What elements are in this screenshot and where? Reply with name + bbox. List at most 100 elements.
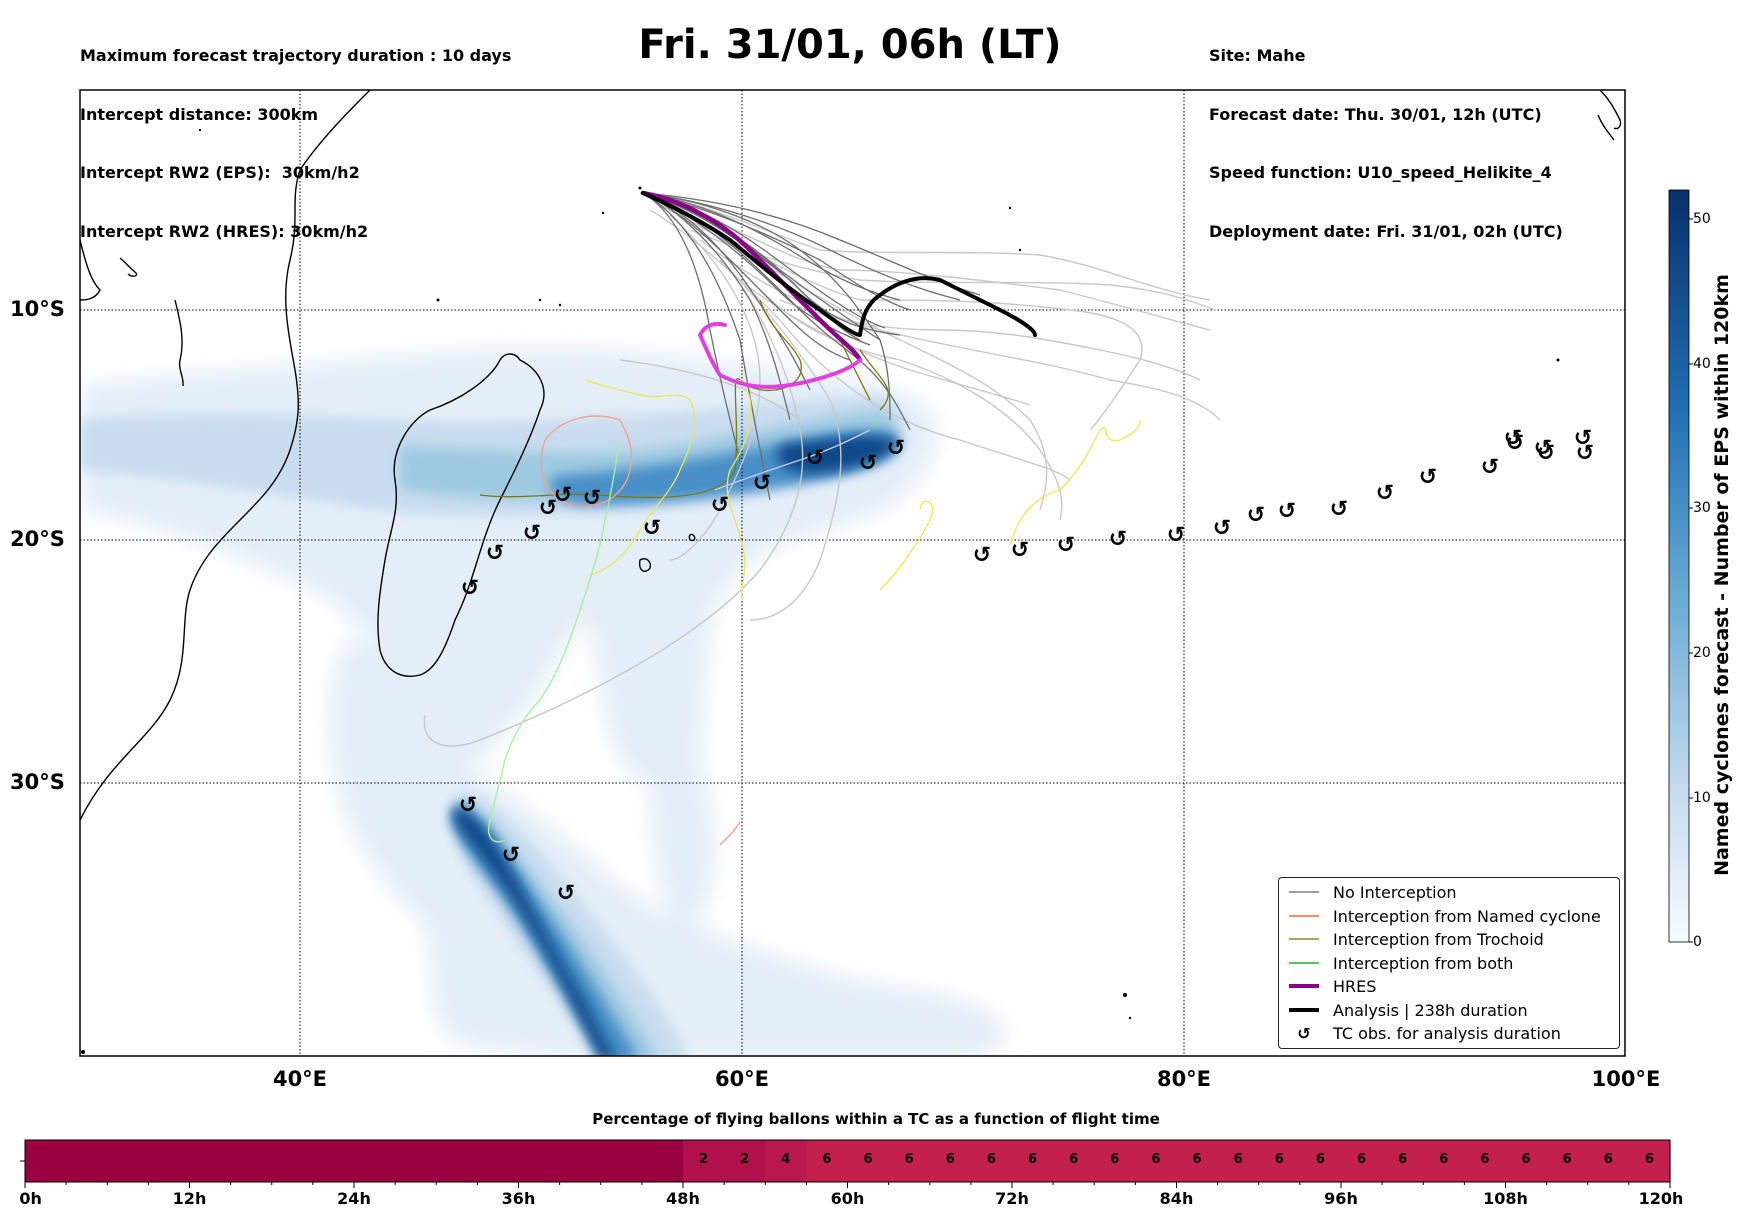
svg-text:↺: ↺ <box>1213 516 1231 541</box>
flight-time-cell <box>271 1140 314 1182</box>
header-line: Site: Mahe <box>1209 46 1306 65</box>
flight-time-cell <box>847 1140 890 1182</box>
flight-time-cell <box>148 1140 191 1182</box>
header-info-left: Maximum forecast trajectory duration : 1… <box>80 7 511 261</box>
coastlines <box>80 90 1622 821</box>
flight-time-tick-label: 108h <box>1483 1189 1528 1208</box>
legend-item-tc-obs: ↺ TC obs. for analysis duration <box>1289 1022 1561 1044</box>
legend-label: Interception from Named cyclone <box>1333 906 1601 926</box>
flight-time-cell-label: 6 <box>1603 1152 1613 1167</box>
svg-text:↺: ↺ <box>1167 523 1185 548</box>
svg-text:↺: ↺ <box>1574 426 1592 451</box>
flight-time-tick-label: 84h <box>1159 1189 1194 1208</box>
flight-time-cell-label: 6 <box>1315 1152 1325 1167</box>
svg-text:↺: ↺ <box>859 451 877 476</box>
svg-text:↺: ↺ <box>1481 455 1499 480</box>
legend-item-named-cyclone: Interception from Named cyclone <box>1289 905 1601 927</box>
svg-text:↺: ↺ <box>1419 465 1437 490</box>
header-line: Speed function: U10_speed_Helikite_4 <box>1209 163 1552 182</box>
flight-time-tick-label: 12h <box>172 1189 207 1208</box>
trajectories-interception-named-cyclone <box>540 415 741 846</box>
svg-text:↺: ↺ <box>753 471 771 496</box>
header-line: Intercept distance: 300km <box>80 104 319 124</box>
flight-time-cell-label: 6 <box>1439 1152 1449 1167</box>
header-line: Forecast date: Thu. 30/01, 12h (UTC) <box>1209 104 1542 124</box>
svg-text:↺: ↺ <box>539 496 557 521</box>
svg-text:↺: ↺ <box>554 483 572 508</box>
lon-label-80e: 80°E <box>1156 1067 1212 1091</box>
colorbar-tick: 40 <box>1693 356 1711 372</box>
flight-time-tick-label: 0h <box>19 1189 42 1208</box>
flight-time-cell-label: 6 <box>1357 1152 1367 1167</box>
svg-text:↺: ↺ <box>887 436 905 461</box>
flight-time-cell <box>1258 1140 1301 1182</box>
svg-text:↺: ↺ <box>1011 538 1029 563</box>
trajectories-yellow <box>584 379 1141 601</box>
svg-text:↺: ↺ <box>486 541 504 566</box>
flight-time-cell <box>518 1140 561 1182</box>
flight-time-cell <box>806 1140 849 1182</box>
map-title: Fri. 31/01, 06h (LT) <box>638 22 1062 68</box>
svg-text:↺: ↺ <box>1278 499 1296 524</box>
tc-symbol-icon: ↺ <box>1297 1023 1311 1043</box>
flight-time-cell-label: 6 <box>822 1152 832 1167</box>
lon-label-40e: 40°E <box>272 1067 328 1091</box>
flight-time-cell <box>1299 1140 1342 1182</box>
legend-item-both: Interception from both <box>1289 952 1513 974</box>
header-line: Intercept RW2 (EPS): 30km/h2 <box>80 163 360 182</box>
analysis-track <box>641 191 1037 337</box>
flight-time-cell <box>970 1140 1013 1182</box>
svg-text:↺: ↺ <box>502 843 520 868</box>
flight-time-cell-label: 6 <box>904 1152 914 1167</box>
lat-label-30s: 30°S <box>10 770 65 794</box>
svg-text:↺: ↺ <box>459 793 477 818</box>
legend-item-trochoid: Interception from Trochoid <box>1289 928 1544 950</box>
svg-text:↺: ↺ <box>1330 497 1348 522</box>
lat-label-20s: 20°S <box>10 527 65 551</box>
flight-time-cell <box>1341 1140 1383 1182</box>
flight-time-cell <box>354 1140 396 1182</box>
flight-time-cell <box>724 1140 766 1182</box>
legend-item-hres: HRES <box>1289 975 1376 997</box>
flight-time-cell-label: 2 <box>699 1152 709 1167</box>
flight-time-cell <box>1012 1140 1054 1182</box>
svg-text:↺: ↺ <box>1247 503 1265 528</box>
flight-time-cell-label: 6 <box>1028 1152 1038 1167</box>
cyclone-density-layer <box>80 348 1006 1056</box>
colorbar-tick: 10 <box>1693 790 1711 806</box>
flight-time-cell-label: 6 <box>1644 1152 1654 1167</box>
flight-time-tick-label: 24h <box>337 1189 371 1208</box>
flight-time-cell <box>312 1140 355 1182</box>
flight-time-cell <box>1546 1140 1589 1182</box>
map-frame <box>79 89 1626 1057</box>
flight-time-cell-label: 6 <box>1110 1152 1120 1167</box>
colorbar-tick: 50 <box>1693 211 1711 227</box>
flight-time-cell <box>1628 1140 1671 1182</box>
flight-time-cell <box>559 1140 602 1182</box>
flight-time-cell <box>1053 1140 1095 1182</box>
lon-label-100e: 100°E <box>1591 1067 1661 1091</box>
lon-label-60e: 60°E <box>714 1067 770 1091</box>
flight-time-cell-label: 6 <box>1069 1152 1079 1167</box>
legend-label: Interception from Trochoid <box>1333 929 1544 949</box>
flight-time-cell-label: 6 <box>1480 1152 1490 1167</box>
flight-time-cell <box>765 1140 807 1182</box>
flight-time-cell <box>107 1140 149 1182</box>
flight-time-bar-ticks <box>24 1182 1671 1188</box>
header-info-right: Site: Mahe Forecast date: Thu. 30/01, 12… <box>1209 7 1563 261</box>
svg-text:↺: ↺ <box>973 543 991 568</box>
trajectories-light-green <box>488 439 621 843</box>
svg-text:↺: ↺ <box>1506 431 1524 456</box>
legend-item-analysis: Analysis | 238h duration <box>1289 999 1528 1021</box>
svg-text:↺: ↺ <box>557 881 575 906</box>
flight-time-cell <box>1464 1140 1507 1182</box>
flight-time-cell <box>436 1140 478 1182</box>
flight-time-cell <box>641 1140 684 1182</box>
colorbar-tick: 20 <box>1693 645 1711 661</box>
flight-time-cell <box>66 1140 108 1182</box>
flight-time-cell <box>1135 1140 1178 1182</box>
flight-time-tick-label: 48h <box>666 1189 700 1208</box>
colorbar-tick: 0 <box>1693 934 1702 950</box>
flight-time-cell-label: 4 <box>781 1152 791 1167</box>
